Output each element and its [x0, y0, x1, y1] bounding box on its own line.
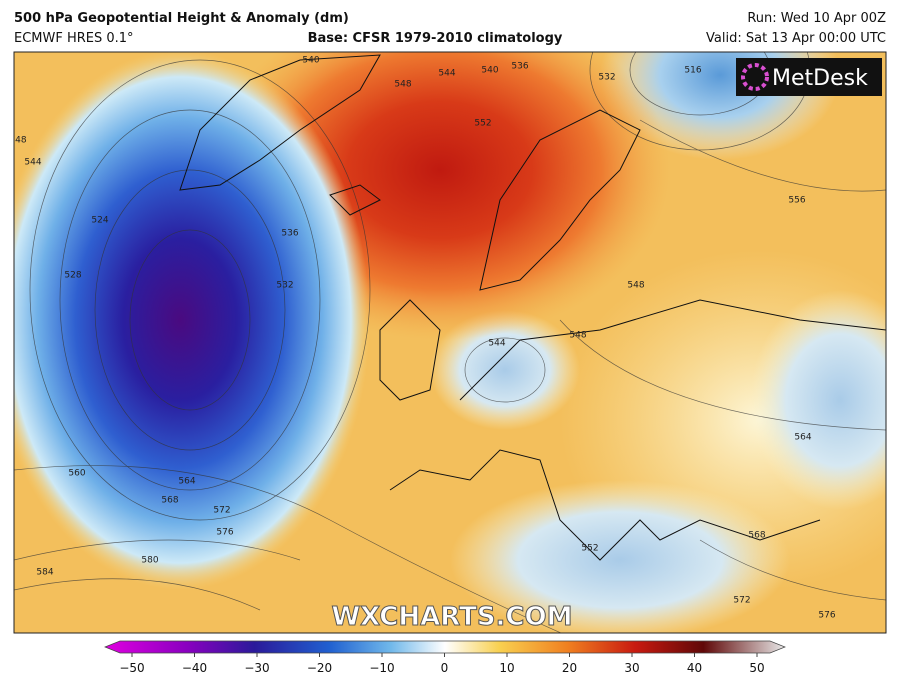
title: 500 hPa Geopotential Height & Anomaly (d…	[14, 11, 349, 26]
valid-time: Valid: Sat 13 Apr 00:00 UTC	[706, 31, 886, 46]
contour-label: 564	[178, 477, 195, 487]
contour-label: 536	[281, 229, 298, 239]
colorbar-tick-label: 50	[749, 661, 764, 675]
contour-label: 540	[481, 66, 498, 76]
contour-label: 572	[213, 506, 230, 516]
contour-label: 584	[36, 568, 53, 578]
low-anomaly	[14, 52, 370, 590]
contour-label: 548	[569, 331, 586, 341]
contours	[14, 52, 886, 633]
logo: MetDesk	[772, 66, 868, 91]
east-trough	[750, 290, 886, 510]
contour-label: 552	[581, 544, 598, 554]
contour-label: 544	[488, 339, 505, 349]
contour-label: 544	[438, 69, 455, 79]
coastlines	[179, 54, 886, 561]
contour-label: 576	[216, 528, 233, 538]
map: 540 548 544 540 536 532 516 552 556 536 532 524 528 5…	[9, 52, 886, 633]
contour-label: 532	[598, 73, 615, 83]
colorbar-tick-label: −40	[182, 661, 207, 675]
contour-label: 548	[394, 80, 411, 90]
model: ECMWF HRES 0.1°	[14, 31, 134, 46]
contour-label: 568	[748, 531, 765, 541]
contour-label: 544	[24, 158, 41, 168]
map-frame	[13, 51, 887, 634]
med-trough	[450, 480, 790, 633]
colorbar-tick-label: 0	[441, 661, 449, 675]
contour-label: 540	[302, 56, 319, 66]
contour-label: 576	[818, 611, 835, 621]
contour-label: 548	[627, 281, 644, 291]
contour-label: 516	[684, 66, 701, 76]
colorbar-tick-label: −30	[244, 661, 269, 675]
colorbar-tick-label: 20	[562, 661, 577, 675]
colorbar-tick-label: 40	[687, 661, 702, 675]
run-time: Run: Wed 10 Apr 00Z	[747, 11, 886, 26]
contour-label: 560	[68, 469, 85, 479]
contour-label: 528	[64, 271, 81, 281]
contour-label: 568	[161, 496, 178, 506]
logo-box	[736, 58, 882, 96]
logo-icon	[741, 63, 769, 91]
climatology-base: Base: CFSR 1979-2010 climatology	[308, 31, 563, 46]
contour-label: 580	[141, 556, 158, 566]
contour-label: 564	[794, 433, 811, 443]
contour-label: 524	[91, 216, 108, 226]
colorbar-tick-label: −10	[369, 661, 394, 675]
contour-label: 572	[733, 596, 750, 606]
contour-label: 552	[474, 119, 491, 129]
colorbar: −50 −40 −30 −20 −10 0 10 20 30 40 50	[104, 640, 786, 675]
colorbar-tick-label: −20	[307, 661, 332, 675]
contour-labels: 540 548 544 540 536 532 516 552 556 536 532 524 528 5…	[9, 56, 836, 621]
colorbar-strip	[104, 640, 786, 654]
colorbar-tick-label: 30	[624, 661, 639, 675]
contour-label: 536	[511, 62, 528, 72]
contour-label: 532	[276, 281, 293, 291]
north-sea-low	[430, 310, 580, 430]
contour-label: 548	[9, 136, 26, 146]
colorbar-tick-label: 10	[499, 661, 514, 675]
contour-label: 556	[788, 196, 805, 206]
colorbar-tick-label: −50	[119, 661, 144, 675]
watermark: WXCHARTS.COM	[331, 602, 572, 632]
